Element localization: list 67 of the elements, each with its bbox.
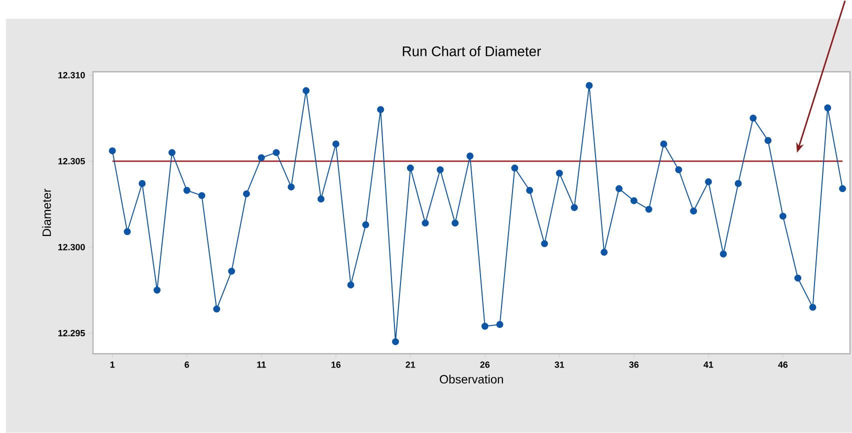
x-tick-label: 31 bbox=[554, 362, 564, 368]
point bbox=[660, 140, 668, 148]
x-tick-label: 21 bbox=[406, 362, 416, 368]
point bbox=[750, 114, 757, 122]
x-tick-label: 36 bbox=[629, 362, 639, 368]
point bbox=[243, 190, 250, 198]
x-tick-label: 46 bbox=[778, 362, 788, 368]
point bbox=[124, 228, 131, 236]
point bbox=[690, 208, 698, 215]
point bbox=[288, 184, 295, 191]
point bbox=[541, 240, 548, 248]
point bbox=[258, 154, 265, 162]
point bbox=[392, 338, 399, 346]
x-tick-label: 41 bbox=[704, 362, 714, 368]
point bbox=[630, 197, 638, 204]
point bbox=[570, 204, 578, 212]
point bbox=[466, 152, 474, 160]
point bbox=[452, 220, 459, 227]
point bbox=[496, 321, 504, 328]
chart-title: Run Chart of Diameter bbox=[402, 46, 542, 56]
point bbox=[839, 185, 846, 192]
point bbox=[422, 220, 429, 227]
point bbox=[272, 149, 280, 156]
x-tick-label: 26 bbox=[480, 362, 490, 368]
point bbox=[228, 268, 236, 275]
point bbox=[616, 185, 623, 192]
point bbox=[406, 164, 414, 172]
x-tick-label: 11 bbox=[257, 362, 266, 368]
point bbox=[183, 187, 190, 194]
point bbox=[586, 82, 593, 90]
point bbox=[318, 196, 324, 203]
x-axis-title: Observation bbox=[440, 374, 503, 384]
y-tick-label: 12.310 bbox=[58, 72, 85, 78]
point bbox=[764, 137, 772, 144]
point bbox=[347, 282, 354, 289]
point bbox=[675, 166, 682, 174]
point bbox=[704, 178, 712, 186]
point bbox=[332, 140, 340, 148]
point bbox=[734, 180, 742, 188]
point bbox=[645, 206, 652, 213]
y-tick-label: 12.305 bbox=[58, 158, 85, 164]
y-axis-title: Diameter bbox=[42, 188, 51, 236]
point bbox=[556, 170, 563, 177]
point bbox=[377, 106, 384, 114]
y-tick-label: 12.300 bbox=[58, 244, 85, 250]
y-tick-label: 12.295 bbox=[58, 330, 85, 336]
point bbox=[436, 166, 444, 174]
point bbox=[213, 306, 220, 313]
point bbox=[198, 192, 206, 200]
point bbox=[809, 304, 816, 311]
point bbox=[138, 180, 146, 188]
point bbox=[511, 164, 518, 172]
point bbox=[600, 248, 608, 256]
point bbox=[481, 322, 488, 330]
point bbox=[362, 221, 370, 228]
x-tick-label: 1 bbox=[110, 362, 115, 368]
point bbox=[526, 187, 534, 194]
point bbox=[302, 87, 310, 94]
point bbox=[168, 149, 176, 156]
point bbox=[108, 147, 116, 154]
x-tick-label: 16 bbox=[331, 362, 341, 368]
point bbox=[824, 104, 832, 112]
point bbox=[154, 286, 161, 294]
point bbox=[720, 250, 727, 258]
point bbox=[794, 274, 802, 282]
x-tick-label: 6 bbox=[184, 362, 190, 368]
point bbox=[779, 212, 786, 220]
